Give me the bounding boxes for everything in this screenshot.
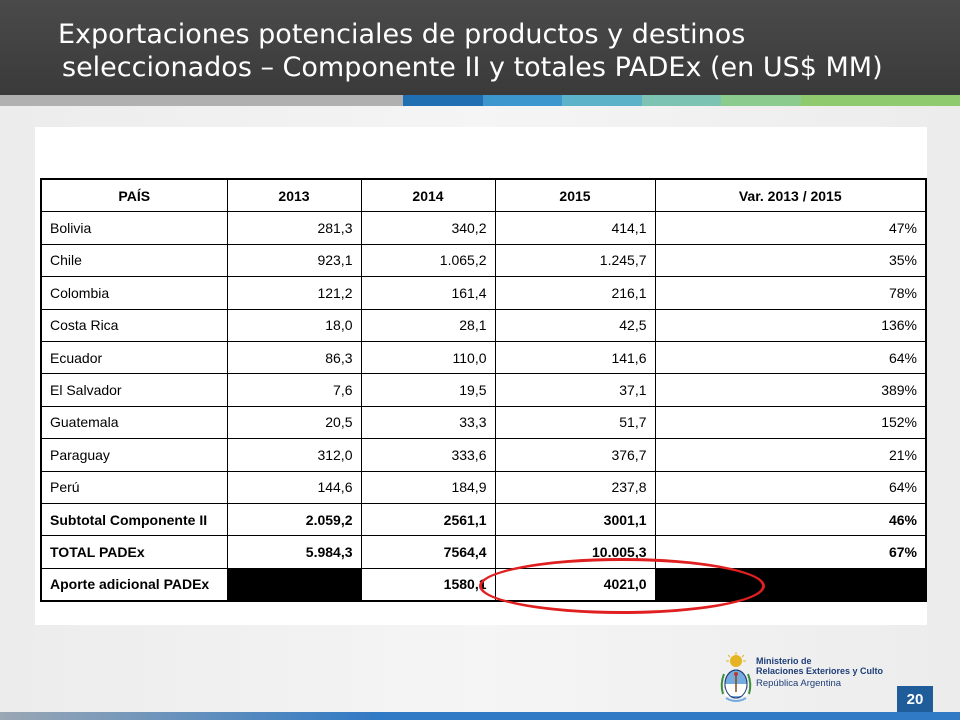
- table-row: Costa Rica 18,0 28,1 42,5 136%: [40, 308, 927, 342]
- value-cell: 37,1: [494, 373, 656, 407]
- page-title: Exportaciones potenciales de productos y…: [0, 18, 960, 84]
- header-pais: PAÍS: [40, 178, 228, 213]
- row-label-cell: Bolivia: [40, 211, 228, 245]
- row-label-cell: Guatemala: [40, 405, 228, 440]
- ministry-logo: Ministerio de Relaciones Exteriores y Cu…: [718, 652, 893, 712]
- value-cell: 2561,1: [360, 502, 496, 537]
- table-row: Paraguay 312,0 333,6 376,7 21%: [40, 438, 927, 472]
- value-cell: 1.065,2: [360, 243, 496, 278]
- blank-cell: [226, 567, 362, 602]
- value-cell: 64%: [654, 470, 927, 504]
- value-cell: 216,1: [494, 276, 656, 310]
- table-body: Bolivia 281,3 340,2 414,1 47% Chile 923,1 1.065…: [40, 211, 927, 602]
- header-variation: Var. 2013 / 2015: [654, 178, 927, 213]
- value-cell: 923,1: [226, 243, 362, 278]
- value-cell: 51,7: [494, 405, 656, 440]
- value-cell: 144,6: [226, 470, 362, 504]
- value-cell: 7564,4: [360, 535, 496, 569]
- header-2014: 2014: [360, 178, 496, 213]
- value-cell: 2.059,2: [226, 502, 362, 537]
- value-cell: 33,3: [360, 405, 496, 440]
- table-row: Ecuador 86,3 110,0 141,6 64%: [40, 340, 927, 375]
- header-2013: 2013: [226, 178, 362, 213]
- header-grey-band: [0, 95, 403, 106]
- value-cell: 237,8: [494, 470, 656, 504]
- total-row: TOTAL PADEx 5.984,3 7564,4 10.005,3 67%: [40, 535, 927, 569]
- value-cell: 389%: [654, 373, 927, 407]
- strip-segment: [800, 95, 881, 106]
- row-label-cell: Ecuador: [40, 340, 228, 375]
- value-cell: 152%: [654, 405, 927, 440]
- value-cell: 46%: [654, 502, 927, 537]
- row-label-cell: Costa Rica: [40, 308, 228, 342]
- header-color-strip: [403, 95, 960, 106]
- logo-text: Ministerio de Relaciones Exteriores y Cu…: [756, 656, 883, 689]
- value-cell: 1.245,7: [494, 243, 656, 278]
- row-label-cell: Subtotal Componente II: [40, 502, 228, 537]
- strip-segment: [721, 95, 801, 106]
- header-bar: [0, 0, 960, 95]
- value-cell: 110,0: [360, 340, 496, 375]
- value-cell: 141,6: [494, 340, 656, 375]
- value-cell: 281,3: [226, 211, 362, 245]
- value-cell: 5.984,3: [226, 535, 362, 569]
- value-cell: 333,6: [360, 438, 496, 472]
- value-cell: 1580,1: [360, 567, 496, 602]
- table-header-row: PAÍS 2013 2014 2015 Var. 2013 / 2015: [40, 178, 927, 213]
- row-label-cell: El Salvador: [40, 373, 228, 407]
- page-number-badge: 20: [897, 686, 933, 712]
- value-cell: 67%: [654, 535, 927, 569]
- value-cell: 161,4: [360, 276, 496, 310]
- table-row: Chile 923,1 1.065,2 1.245,7 35%: [40, 243, 927, 278]
- value-cell: 312,0: [226, 438, 362, 472]
- value-cell: 42,5: [494, 308, 656, 342]
- strip-segment: [641, 95, 722, 106]
- row-label-cell: Perú: [40, 470, 228, 504]
- row-label-cell: Aporte adicional PADEx: [40, 567, 228, 602]
- title-line-1: Exportaciones potenciales de productos y…: [58, 19, 746, 50]
- highlight-ellipse: [479, 558, 765, 614]
- value-cell: 340,2: [360, 211, 496, 245]
- strip-segment: [403, 95, 483, 106]
- value-cell: 7,6: [226, 373, 362, 407]
- subtotal-row: Subtotal Componente II 2.059,2 2561,1 3001,…: [40, 502, 927, 537]
- value-cell: 47%: [654, 211, 927, 245]
- table-row: Guatemala 20,5 33,3 51,7 152%: [40, 405, 927, 440]
- value-cell: 28,1: [360, 308, 496, 342]
- title-line-2: seleccionados – Componente II y totales …: [62, 52, 883, 83]
- value-cell: 184,9: [360, 470, 496, 504]
- table-row: Perú 144,6 184,9 237,8 64%: [40, 470, 927, 504]
- table-row: Colombia 121,2 161,4 216,1 78%: [40, 276, 927, 310]
- value-cell: 376,7: [494, 438, 656, 472]
- value-cell: 18,0: [226, 308, 362, 342]
- value-cell: 21%: [654, 438, 927, 472]
- value-cell: 35%: [654, 243, 927, 278]
- value-cell: 414,1: [494, 211, 656, 245]
- row-label-cell: Colombia: [40, 276, 228, 310]
- strip-segment: [562, 95, 642, 106]
- value-cell: 136%: [654, 308, 927, 342]
- value-cell: 19,5: [360, 373, 496, 407]
- value-cell: 121,2: [226, 276, 362, 310]
- logo-line-1: Ministerio de: [756, 656, 812, 666]
- row-label-cell: Paraguay: [40, 438, 228, 472]
- exports-table: PAÍS 2013 2014 2015 Var. 2013 / 2015 Bol…: [40, 178, 927, 603]
- row-label-cell: TOTAL PADEx: [40, 535, 228, 569]
- table-row: Bolivia 281,3 340,2 414,1 47%: [40, 211, 927, 245]
- logo-line-3: República Argentina: [756, 678, 842, 689]
- header-2015: 2015: [494, 178, 656, 213]
- coat-of-arms-icon: [720, 652, 752, 702]
- strip-segment: [482, 95, 563, 106]
- value-cell: 3001,1: [494, 502, 656, 537]
- value-cell: 20,5: [226, 405, 362, 440]
- value-cell: 64%: [654, 340, 927, 375]
- row-label-cell: Chile: [40, 243, 228, 278]
- strip-segment: [880, 95, 960, 106]
- table-row: El Salvador 7,6 19,5 37,1 389%: [40, 373, 927, 407]
- value-cell: 86,3: [226, 340, 362, 375]
- value-cell: 78%: [654, 276, 927, 310]
- bottom-strip: [0, 712, 960, 720]
- logo-line-2: Relaciones Exteriores y Culto: [756, 666, 884, 676]
